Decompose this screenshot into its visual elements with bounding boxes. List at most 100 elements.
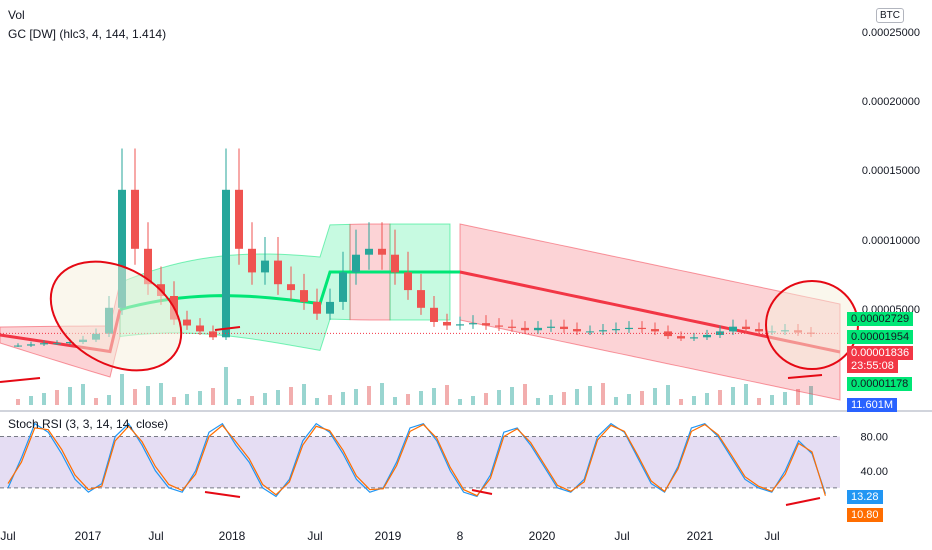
volume-bar (224, 367, 228, 405)
annotation-line[interactable] (787, 374, 823, 379)
volume-bar (718, 390, 722, 405)
volume-bar (432, 388, 436, 405)
candle-body (443, 321, 451, 326)
volume-bar (627, 394, 631, 405)
price-axis[interactable]: 0.00025000 0.00020000 0.00015000 0.00010000… (862, 27, 920, 316)
price-tag[interactable]: 23:55:08 (847, 359, 898, 373)
candle-body (521, 327, 529, 331)
price-tag[interactable]: 0.00001954 (847, 330, 914, 344)
time-tick-label: 2019 (375, 529, 402, 543)
time-axis[interactable]: Jul 2017 Jul 2018 Jul 2019 8 2020 Jul 2021 Jul (0, 529, 779, 543)
volume-bar (133, 389, 137, 405)
price-pane[interactable] (0, 148, 859, 406)
volume-bar (588, 386, 592, 405)
volume-bar (276, 390, 280, 405)
annotation-ellipse[interactable] (31, 239, 200, 392)
volume-bar (341, 392, 345, 405)
volume-bar (601, 383, 605, 405)
candle-body (183, 319, 191, 326)
candle-body (326, 301, 334, 314)
volume-bar (354, 389, 358, 405)
vol-legend[interactable]: Vol (8, 8, 25, 22)
time-tick-label: Jul (764, 529, 779, 543)
annotation-line[interactable] (471, 489, 493, 495)
price-tag[interactable]: 0.00002729 (847, 312, 914, 326)
volume-bar (120, 374, 124, 405)
candle-body (14, 345, 22, 347)
annotation-line[interactable] (214, 326, 241, 331)
stoch-value-tag[interactable]: 10.80 (847, 508, 883, 522)
time-tick-label: Jul (307, 529, 322, 543)
candle-body (495, 325, 503, 327)
candle-body (365, 248, 373, 255)
candle-body (209, 331, 217, 338)
annotation-line[interactable] (785, 497, 821, 506)
candle-body (378, 248, 386, 255)
candle-body (313, 301, 321, 314)
candle-body (482, 323, 490, 326)
annotation-line[interactable] (0, 377, 41, 383)
stoch-rsi-pane[interactable]: 80.00 40.00 (0, 422, 888, 506)
volume-bar (471, 396, 475, 405)
volume-bar (328, 395, 332, 405)
volume-bar (796, 389, 800, 405)
volume-bar (393, 397, 397, 405)
candle-body (573, 329, 581, 332)
candle-body (586, 331, 594, 333)
volume-bar (783, 392, 787, 405)
candle-body (248, 248, 256, 273)
volume-bar (744, 384, 748, 405)
candle-body (339, 272, 347, 302)
volume-bar (263, 393, 267, 405)
candle-body (469, 323, 477, 325)
volume-bar (315, 398, 319, 405)
volume-bar (237, 399, 241, 405)
candle-body (261, 260, 269, 273)
volume-bar (107, 395, 111, 405)
price-tag[interactable]: 0.00001836 (847, 346, 914, 360)
stoch-rsi-legend[interactable]: Stoch RSI (3, 3, 14, 14, close) (8, 417, 169, 431)
volume-bar (640, 391, 644, 405)
time-tick-label: Jul (148, 529, 163, 543)
stoch-value-tag[interactable]: 13.28 (847, 490, 883, 504)
volume-bar (250, 396, 254, 405)
volume-bar (42, 393, 46, 405)
price-tag[interactable]: 11.601M (847, 398, 897, 412)
stoch-series-d (7, 423, 826, 497)
time-tick-label: 2020 (529, 529, 556, 543)
volume-bar (757, 398, 761, 405)
candle-body (599, 330, 607, 332)
candle-body (664, 331, 672, 337)
volume-bar (172, 397, 176, 405)
volume-bar (55, 390, 59, 405)
stoch-band (0, 436, 840, 488)
candle-body (690, 337, 698, 339)
annotation-line[interactable] (204, 491, 241, 498)
volume-bar (198, 391, 202, 405)
candle-body (417, 290, 425, 308)
price-tick-label: 0.00025000 (862, 27, 920, 39)
gc-legend[interactable]: GC [DW] (hlc3, 4, 144, 1.414) (8, 27, 167, 41)
volume-bar (679, 399, 683, 405)
volume-bar (692, 396, 696, 405)
candle-body (677, 336, 685, 339)
candle-body (560, 326, 568, 330)
volume-bar (549, 395, 553, 405)
volume-bar (575, 389, 579, 405)
annotation-ellipse[interactable] (765, 280, 859, 370)
volume-bar (68, 387, 72, 405)
candle-body (40, 343, 48, 345)
currency-badge[interactable]: BTC (876, 8, 904, 23)
volume-bar (81, 384, 85, 405)
candle-body (287, 284, 295, 291)
price-tag[interactable]: 0.00001178 (847, 377, 913, 391)
candle-body (729, 326, 737, 332)
volume-bar (510, 387, 514, 405)
volume-bar (302, 384, 306, 405)
volume-bar (16, 399, 20, 405)
volume-bar (29, 396, 33, 405)
volume-bar (159, 383, 163, 405)
stoch-tick-label: 40.00 (860, 466, 888, 478)
candle-body (755, 329, 763, 332)
